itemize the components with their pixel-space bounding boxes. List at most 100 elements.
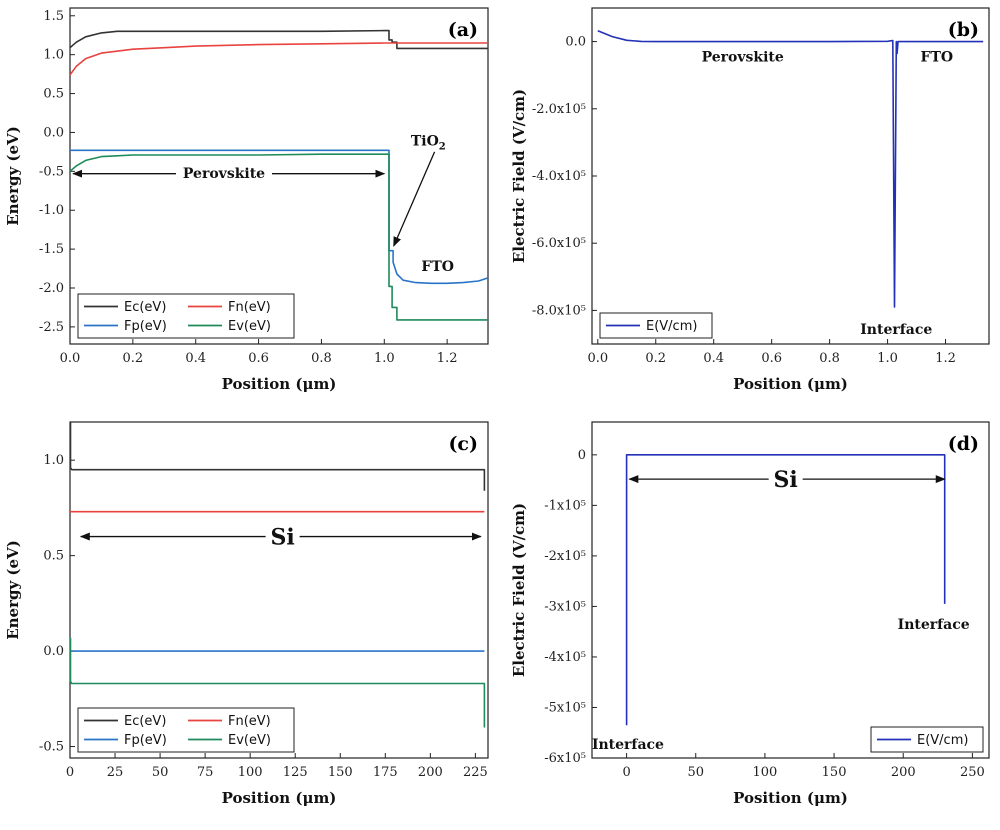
y-axis-label: Electric Field (V/cm) — [510, 89, 528, 263]
legend-entry: Fn(eV) — [228, 300, 271, 315]
y-tick-label: -2.5 — [39, 320, 64, 335]
panel-b: 0.0 0.2 0.4 0.6 0.8 1.0 1.2 0.0 -2.0x10⁵ -4.0x10⁵… — [510, 8, 989, 393]
x-tick-label: 100 — [238, 765, 263, 780]
panel-d: 0 50 100 150 200 250 0 -1x10⁵ -2x10⁵ -3x10⁵ -4x10⁵… — [510, 422, 989, 807]
x-tick-label: 1.0 — [374, 351, 395, 366]
x-tick-label: 200 — [418, 765, 443, 780]
y-tick-label: -4.0x10⁵ — [532, 169, 586, 184]
legend-entry: Fp(eV) — [124, 319, 167, 334]
annotation-arrow — [394, 152, 435, 246]
y-tick-label: -1.5 — [39, 242, 64, 257]
y-tick-label: -0.5 — [39, 740, 64, 755]
legend: Ec(eV) Fn(eV) Fp(eV) Ev(eV) — [78, 708, 294, 752]
y-tick-label: -1x10⁵ — [544, 498, 586, 513]
legend-entry: Fp(eV) — [124, 733, 167, 748]
panel-a: 0.0 0.2 0.4 0.6 0.8 1.0 1.2 1.5 1.0 0.5 0.0 -0.5 -1.… — [4, 8, 488, 393]
x-tick-label: 0.0 — [587, 351, 608, 366]
panel-label: (d) — [948, 433, 979, 455]
annotation-text: FTO — [421, 259, 454, 275]
legend-entry: Ec(eV) — [124, 714, 166, 729]
tio2-label: TiO2 — [411, 134, 446, 153]
legend-entry: Ev(eV) — [228, 733, 271, 748]
x-tick-label: 0.2 — [645, 351, 666, 366]
x-axis-label: Position (μm) — [222, 375, 337, 393]
y-tick-label: 0.0 — [43, 125, 64, 140]
x-tick-label: 125 — [283, 765, 308, 780]
annotation-text: Si — [270, 525, 294, 551]
x-tick-label: 0.8 — [819, 351, 840, 366]
y-axis-label: Energy (eV) — [4, 540, 22, 640]
y-tick-label: -2x10⁵ — [544, 549, 586, 564]
y-tick-label: -1.0 — [39, 203, 64, 218]
y-tick-label: 1.0 — [43, 453, 64, 468]
y-axis-label: Energy (eV) — [4, 126, 22, 226]
x-tick-label: 100 — [752, 765, 777, 780]
y-tick-label: 0.5 — [43, 549, 64, 564]
x-tick-label: 150 — [328, 765, 353, 780]
x-tick-label: 250 — [960, 765, 985, 780]
y-tick-label: 1.5 — [43, 9, 64, 24]
x-tick-label: 1.2 — [935, 351, 956, 366]
panel-label: (c) — [448, 433, 478, 455]
y-tick-label: -8.0x10⁵ — [532, 303, 586, 318]
y-tick-label: -6x10⁵ — [544, 751, 586, 766]
x-tick-label: 175 — [373, 765, 398, 780]
series-line-Ec — [70, 31, 488, 49]
annotation-text: Perovskite — [702, 50, 784, 66]
legend: E(V/cm) — [871, 727, 983, 752]
x-tick-label: 0.6 — [248, 351, 269, 366]
x-tick-label: 0.2 — [123, 351, 144, 366]
annotation-text: Interface — [592, 737, 664, 753]
y-tick-label: 1.0 — [43, 48, 64, 63]
x-tick-label: 0.4 — [703, 351, 724, 366]
legend-entry: E(V/cm) — [646, 319, 697, 334]
annotation-text: FTO — [921, 50, 954, 66]
y-tick-label: -4x10⁵ — [544, 650, 586, 665]
y-axis-label: Electric Field (V/cm) — [510, 503, 528, 677]
x-tick-label: 75 — [197, 765, 214, 780]
panel-label: (a) — [448, 19, 478, 41]
x-tick-label: 0.6 — [761, 351, 782, 366]
y-tick-label: -2.0x10⁵ — [532, 102, 586, 117]
x-axis-label: Position (μm) — [222, 789, 337, 807]
panel-label: (b) — [948, 19, 979, 41]
x-tick-label: 200 — [891, 765, 916, 780]
annotation-text: Perovskite — [183, 166, 265, 182]
x-tick-label: 0 — [66, 765, 74, 780]
y-tick-label: 0.0 — [565, 35, 586, 50]
x-tick-label: 1.2 — [437, 351, 458, 366]
y-tick-label: 0 — [578, 448, 586, 463]
x-tick-label: 0.0 — [60, 351, 81, 366]
series-line-E — [627, 455, 945, 725]
x-tick-label: 0.4 — [185, 351, 206, 366]
annotation-text: Interface — [898, 617, 970, 633]
y-tick-label: -5x10⁵ — [544, 700, 586, 715]
y-tick-label: 0.5 — [43, 87, 64, 102]
y-tick-label: -3x10⁵ — [544, 599, 586, 614]
y-tick-label: -6.0x10⁵ — [532, 236, 586, 251]
legend-entry: Fn(eV) — [228, 714, 271, 729]
x-axis-label: Position (μm) — [733, 789, 848, 807]
panel-c: 0 25 50 75 100 125 150 175 200 225 1.0 0.5 0.0 -0.5 Po… — [4, 422, 488, 807]
legend: Ec(eV) Fn(eV) Fp(eV) Ev(eV) — [78, 294, 294, 338]
annotation-text: Si — [774, 467, 798, 493]
y-tick-label: 0.0 — [43, 644, 64, 659]
series-line-Ec — [71, 422, 485, 491]
x-tick-label: 0 — [622, 765, 630, 780]
y-tick-label: -0.5 — [39, 164, 64, 179]
x-tick-label: 1.0 — [877, 351, 898, 366]
legend-entry: E(V/cm) — [917, 733, 968, 748]
x-tick-label: 225 — [463, 765, 488, 780]
x-axis-label: Position (μm) — [733, 375, 848, 393]
x-tick-label: 150 — [822, 765, 847, 780]
x-tick-label: 25 — [107, 765, 124, 780]
annotation-text: Interface — [860, 322, 932, 338]
y-tick-label: -2.0 — [39, 281, 64, 296]
x-tick-label: 50 — [687, 765, 704, 780]
legend-entry: Ec(eV) — [124, 300, 166, 315]
legend-entry: Ev(eV) — [228, 319, 271, 334]
series-line-E — [598, 31, 983, 307]
x-tick-label: 50 — [152, 765, 169, 780]
legend: E(V/cm) — [600, 313, 712, 338]
